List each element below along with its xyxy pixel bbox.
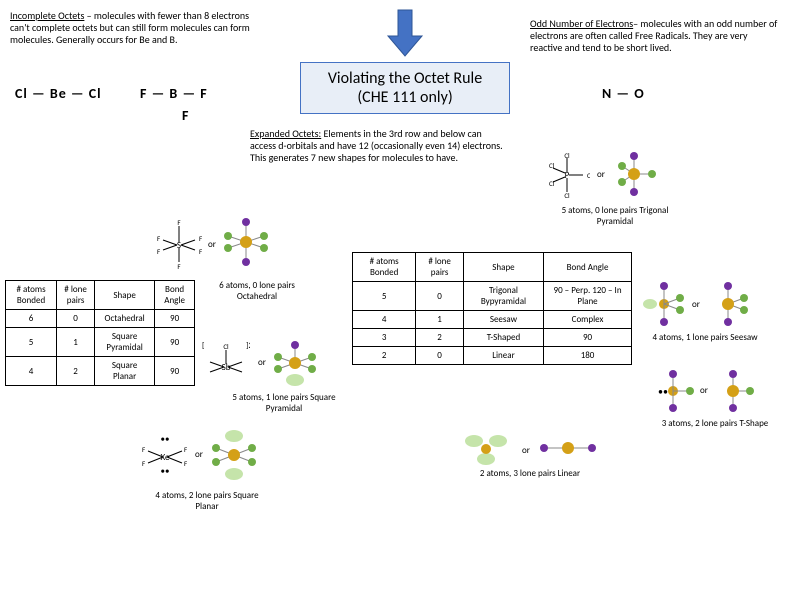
table-row: 60Octahedral90	[6, 310, 195, 328]
svg-text:••: ••	[658, 385, 668, 398]
svg-text:F: F	[184, 445, 188, 454]
or-sqpl: or	[195, 450, 203, 461]
ta-h2: Shape	[95, 281, 155, 310]
table-b: # atoms Bonded # lone pairs Shape Bond A…	[352, 252, 632, 365]
ta-h0: # atoms Bonded	[6, 281, 57, 310]
svg-text:F: F	[177, 262, 181, 270]
svg-text:F: F	[199, 247, 203, 256]
svg-text:F: F	[199, 234, 203, 243]
trigpyr-struct-icon: P Cl Cl Cl Cl Cl	[545, 150, 590, 200]
tb-h3: Bond Angle	[544, 253, 632, 282]
linear-label: 2 atoms, 3 lone pairs Linear	[470, 468, 590, 479]
no-molecule: N — O	[602, 86, 645, 103]
ta-h3: Bond Angle	[155, 281, 195, 310]
main-title-line2: (CHE 111 only)	[311, 88, 499, 107]
tshape-ball-icon	[712, 370, 754, 412]
svg-text:Cl: Cl	[549, 161, 555, 170]
svg-text:••: ••	[161, 434, 170, 445]
arrow-down-icon	[385, 8, 425, 58]
sqpyr-struct-icon: []2- Sb Cl	[202, 340, 250, 390]
sqpl-struct-icon: Xe FF FF ••••	[140, 430, 190, 482]
ta-h1: # lone pairs	[57, 281, 95, 310]
main-title-line1: Violating the Octet Rule	[311, 69, 499, 88]
octa-label: 6 atoms, 0 lone pairs Octahedral	[202, 280, 312, 302]
svg-text:Cl: Cl	[587, 171, 590, 180]
table-row: 42Square Planar90	[6, 357, 195, 386]
table-row: 51Square Pyramidal90	[6, 328, 195, 357]
or-octa-top: or	[208, 240, 216, 251]
tshape-struct-icon: ••	[652, 370, 694, 412]
seesaw-ball-icon	[706, 280, 750, 328]
octa-struct-icon: S F F F F F F	[155, 218, 203, 270]
trigpyr-ball-icon	[612, 152, 656, 196]
main-title-box: Violating the Octet Rule (CHE 111 only)	[300, 62, 510, 114]
svg-text:[: [	[202, 341, 205, 351]
becl2-molecule: Cl — Be — Cl	[15, 86, 102, 103]
table-row: 20Linear180	[353, 347, 632, 365]
svg-text:F: F	[184, 459, 188, 468]
linear-ball-icon	[538, 438, 598, 458]
bf3-top: F — B — F	[140, 86, 208, 103]
odd-electrons-text: Odd Number of Electrons– molecules with …	[530, 18, 780, 54]
svg-text:Cl: Cl	[223, 342, 229, 351]
table-row: 41SeesawComplex	[353, 311, 632, 329]
sqpl-label: 4 atoms, 2 lone pairs Square Planar	[152, 490, 262, 512]
svg-text:••: ••	[161, 466, 170, 477]
bf3-bottom: F	[182, 108, 189, 125]
linear-struct-icon	[458, 432, 514, 466]
table-a: # atoms Bonded # lone pairs Shape Bond A…	[5, 280, 195, 386]
svg-text:Cl: Cl	[564, 191, 570, 200]
svg-text:]2-: ]2-	[246, 341, 250, 351]
tb-h0: # atoms Bonded	[353, 253, 416, 282]
table-row: 50Trigonal Bypyramidal90 – Perp. 120 – I…	[353, 282, 632, 311]
sqpyr-ball-icon	[272, 340, 318, 386]
tshape-label: 3 atoms, 2 lone pairs T-Shape	[660, 418, 770, 429]
svg-text:F: F	[177, 218, 181, 227]
svg-text:F: F	[142, 459, 146, 468]
octa-ball-icon	[222, 218, 270, 266]
or-tshape: or	[700, 386, 708, 397]
tb-h1: # lone pairs	[416, 253, 464, 282]
or-linear: or	[522, 446, 530, 457]
or-trigpyr: or	[597, 170, 605, 181]
or-seesaw: or	[692, 300, 700, 311]
trigpyr-label: 5 atoms, 0 lone pairs Trigonal Pyramidal	[560, 205, 670, 227]
svg-text:F: F	[157, 234, 161, 243]
svg-text:F: F	[142, 445, 146, 454]
svg-text:Cl: Cl	[564, 151, 570, 160]
or-sqpyr: or	[258, 358, 266, 369]
svg-text:F: F	[157, 247, 161, 256]
tb-h2: Shape	[463, 253, 543, 282]
seesaw-struct-icon	[642, 280, 686, 328]
incomplete-octets-text: Incomplete Octets – molecules with fewer…	[10, 10, 260, 46]
svg-text:Cl: Cl	[549, 179, 555, 188]
sqpyr-label: 5 atoms, 1 lone pairs Square Pyramidal	[224, 392, 344, 414]
expanded-octets-text: Expanded Octets: Elements in the 3rd row…	[250, 128, 510, 164]
sqpl-ball-icon	[210, 428, 258, 482]
seesaw-label: 4 atoms, 1 lone pairs Seesaw	[650, 332, 760, 343]
table-row: 32T-Shaped90	[353, 329, 632, 347]
